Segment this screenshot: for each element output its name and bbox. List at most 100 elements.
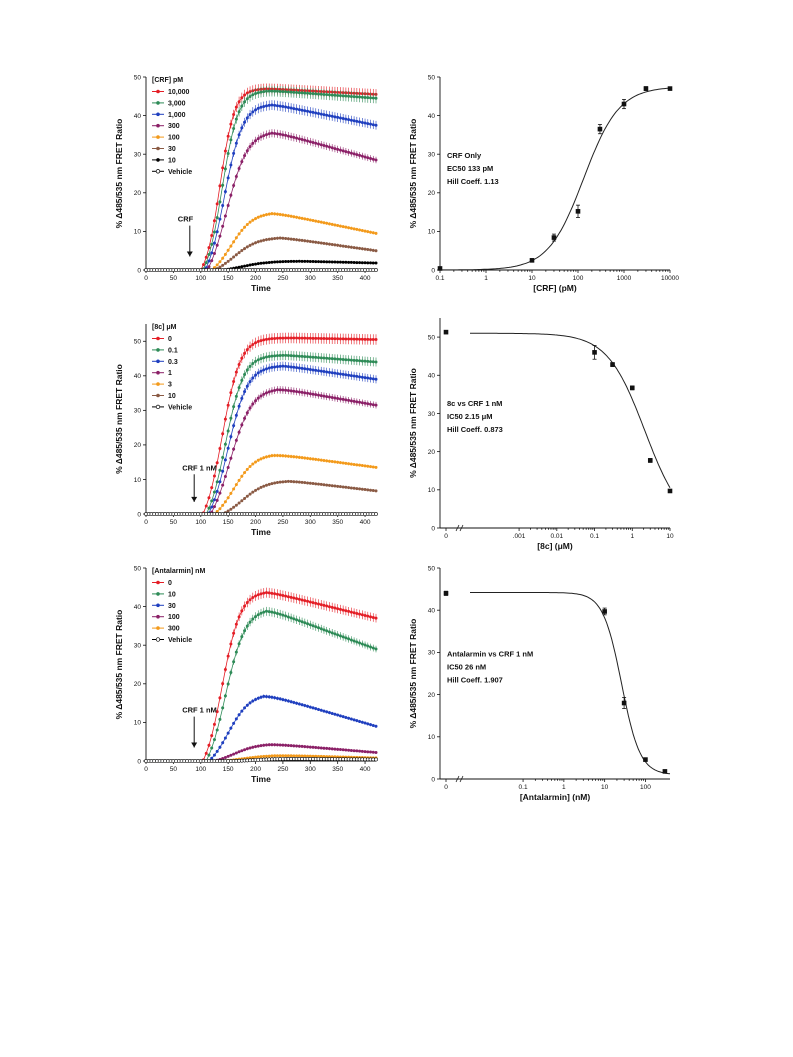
data-point [229, 642, 233, 646]
data-point [322, 144, 326, 148]
data-point [333, 632, 337, 636]
x-tick-label: 150 [223, 275, 234, 282]
data-point [369, 645, 373, 649]
data-point [259, 369, 263, 373]
data-point [286, 454, 290, 458]
data-point [349, 94, 353, 98]
data-point [325, 459, 329, 463]
data-point [264, 367, 268, 371]
data-point [218, 468, 222, 472]
data-point [292, 237, 296, 241]
data-point [374, 403, 378, 407]
data-point [358, 641, 362, 645]
data-point [270, 591, 274, 595]
data-point [322, 260, 326, 264]
data-point [358, 228, 362, 232]
data-point [333, 357, 337, 361]
data-point [333, 223, 337, 227]
data-point [327, 605, 331, 609]
data-point [306, 336, 310, 340]
legend-swatch-marker [156, 112, 160, 117]
y-tick-label: 10 [134, 720, 142, 727]
data-point [259, 592, 263, 596]
data-point [369, 488, 373, 492]
data-point [338, 748, 342, 752]
data-point [306, 456, 310, 460]
y-tick-label: 30 [428, 411, 436, 418]
data-point [662, 769, 668, 774]
data-point [234, 438, 238, 442]
data-point [327, 630, 331, 634]
data-point [256, 696, 260, 700]
data-point [311, 110, 315, 114]
fit-annotation: IC50 26 nM [447, 663, 486, 672]
x-tick-label: .001 [513, 533, 526, 540]
data-point [289, 354, 293, 358]
x-axis-label: Time [251, 283, 271, 293]
data-point [319, 482, 323, 486]
legend-entry: 0.3 [168, 359, 178, 366]
data-point [284, 480, 288, 484]
data-point [667, 86, 673, 91]
data-point [292, 455, 296, 459]
x-tick-label: 300 [305, 519, 316, 526]
data-point [237, 362, 241, 366]
data-point [330, 605, 334, 609]
data-point [223, 149, 227, 153]
data-point [270, 743, 274, 747]
data-point [327, 242, 331, 246]
data-point [275, 365, 279, 369]
data-point [369, 248, 373, 252]
fit-annotation: Hill Coeff. 1.13 [447, 177, 499, 186]
data-point [248, 380, 252, 384]
data-point [284, 364, 288, 368]
data-point [234, 503, 238, 507]
data-point [267, 260, 271, 264]
data-point [273, 260, 277, 264]
data-point [273, 754, 277, 758]
data-point [306, 355, 310, 359]
data-point [325, 113, 329, 117]
data-point [232, 505, 236, 509]
data-point [344, 337, 348, 341]
data-point [240, 749, 244, 753]
data-point [278, 388, 282, 392]
data-point [363, 337, 367, 341]
data-point [215, 202, 219, 206]
data-point [270, 365, 274, 369]
data-point [262, 338, 266, 342]
data-point [284, 743, 288, 747]
data-point [371, 377, 375, 381]
data-point [254, 755, 258, 759]
data-point [330, 114, 334, 118]
data-point [270, 610, 274, 614]
data-point [360, 120, 364, 124]
data-point [303, 355, 307, 359]
data-point [248, 756, 252, 760]
data-point [240, 423, 244, 427]
data-point [349, 245, 353, 249]
data-point [349, 337, 353, 341]
data-point [295, 91, 299, 95]
data-point [355, 749, 359, 753]
data-point [204, 255, 208, 259]
data-point [330, 371, 334, 375]
series-line [146, 610, 377, 762]
data-point [325, 144, 329, 148]
y-tick-label: 0 [137, 267, 141, 274]
data-point [333, 460, 337, 464]
data-point [360, 229, 364, 233]
data-point [295, 259, 299, 263]
data-point [218, 217, 222, 221]
data-point [243, 390, 247, 394]
legend-swatch-marker [156, 359, 160, 364]
data-point [358, 246, 362, 250]
data-point [314, 625, 318, 629]
data-point [610, 362, 615, 367]
data-point [347, 337, 351, 341]
data-point [344, 715, 348, 719]
data-point [245, 149, 249, 153]
legend-entry: 10 [168, 393, 176, 400]
data-point [289, 595, 293, 599]
data-point [297, 259, 301, 263]
